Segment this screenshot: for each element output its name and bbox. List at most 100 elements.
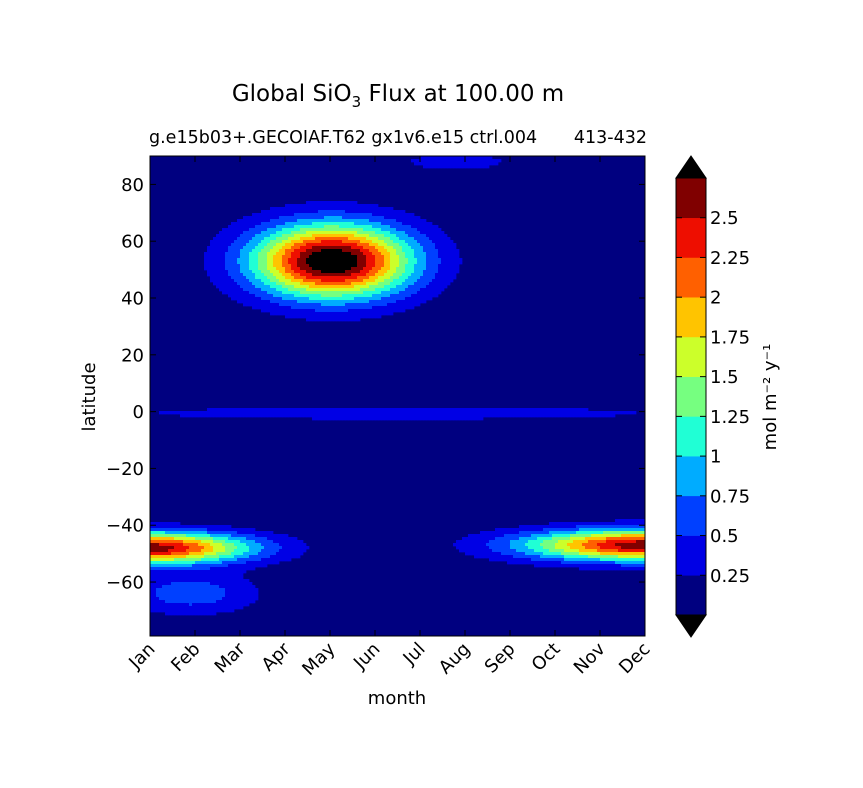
contour-cell — [558, 411, 562, 415]
contour-cell — [303, 255, 307, 259]
contour-cell — [279, 219, 283, 223]
contour-cell — [315, 258, 319, 262]
contour-cell — [432, 228, 436, 232]
contour-cell — [357, 228, 361, 232]
contour-cell — [228, 285, 232, 289]
contour-cell — [240, 270, 244, 274]
contour-cell — [423, 261, 427, 265]
contour-cell — [366, 219, 370, 223]
contour-cell — [252, 276, 256, 280]
contour-cell — [171, 570, 175, 574]
contour-cell — [321, 243, 325, 247]
contour-cell — [420, 300, 424, 304]
contour-cell — [351, 210, 355, 214]
contour-cell — [237, 273, 241, 277]
contour-cell — [624, 558, 628, 562]
contour-cell — [396, 411, 400, 415]
contour-cell — [156, 552, 160, 556]
contour-cell — [216, 279, 220, 283]
contour-cell — [321, 414, 325, 418]
contour-cell — [189, 573, 193, 577]
contour-cell — [411, 297, 415, 301]
contour-cell — [210, 276, 214, 280]
contour-cell — [519, 558, 523, 562]
contour-cell — [447, 264, 451, 268]
contour-cell — [351, 273, 355, 277]
contour-cell — [234, 261, 238, 265]
contour-cell — [273, 216, 277, 220]
contour-cell — [444, 159, 448, 163]
contour-cell — [228, 546, 232, 550]
contour-cell — [330, 249, 334, 253]
contour-cell — [642, 537, 646, 541]
contour-cell — [411, 228, 415, 232]
contour-cell — [378, 411, 382, 415]
contour-cell — [459, 414, 463, 418]
contour-cell — [300, 243, 304, 247]
contour-cell — [375, 315, 379, 319]
contour-cell — [552, 534, 556, 538]
contour-cell — [588, 561, 592, 565]
contour-cell — [153, 534, 157, 538]
contour-cell — [264, 252, 268, 256]
contour-cell — [303, 231, 307, 235]
contour-cell — [270, 291, 274, 295]
contour-cell — [345, 201, 349, 205]
contour-cell — [567, 543, 571, 547]
contour-cell — [279, 549, 283, 553]
contour-cell — [399, 291, 403, 295]
contour-cell — [300, 273, 304, 277]
contour-cell — [567, 561, 571, 565]
contour-cell — [375, 210, 379, 214]
contour-cell — [414, 291, 418, 295]
contour-cell — [537, 564, 541, 568]
contour-cell — [423, 279, 427, 283]
contour-cell — [315, 201, 319, 205]
contour-cell — [192, 555, 196, 559]
contour-cell — [594, 564, 598, 568]
contour-cell — [396, 264, 400, 268]
contour-cell — [216, 534, 220, 538]
contour-cell — [372, 417, 376, 421]
contour-cell — [585, 555, 589, 559]
contour-cell — [252, 282, 256, 286]
contour-cell — [615, 534, 619, 538]
contour-cell — [354, 249, 358, 253]
contour-cell — [267, 219, 271, 223]
contour-cell — [630, 567, 634, 571]
contour-cell — [252, 213, 256, 217]
contour-cell — [258, 219, 262, 223]
contour-cell — [354, 240, 358, 244]
contour-cell — [480, 555, 484, 559]
contour-cell — [243, 267, 247, 271]
contour-cell — [309, 219, 313, 223]
contour-cell — [366, 264, 370, 268]
contour-cell — [264, 531, 268, 535]
contour-cell — [264, 276, 268, 280]
contour-cell — [216, 411, 220, 415]
contour-cell — [336, 246, 340, 250]
contour-cell — [165, 540, 169, 544]
contour-cell — [318, 267, 322, 271]
contour-cell — [267, 303, 271, 307]
contour-cell — [234, 573, 238, 577]
contour-cell — [576, 546, 580, 550]
contour-cell — [525, 546, 529, 550]
contour-cell — [495, 558, 499, 562]
contour-cell — [447, 267, 451, 271]
contour-cell — [207, 255, 211, 259]
contour-cell — [243, 237, 247, 241]
contour-cell — [156, 579, 160, 583]
contour-cell — [579, 558, 583, 562]
contour-cell — [345, 222, 349, 226]
contour-cell — [327, 276, 331, 280]
contour-cell — [216, 270, 220, 274]
contour-cell — [291, 309, 295, 313]
contour-cell — [234, 222, 238, 226]
contour-cell — [297, 270, 301, 274]
contour-cell — [249, 240, 253, 244]
contour-cell — [453, 276, 457, 280]
contour-cell — [405, 297, 409, 301]
contour-cell — [219, 240, 223, 244]
contour-cell — [348, 225, 352, 229]
